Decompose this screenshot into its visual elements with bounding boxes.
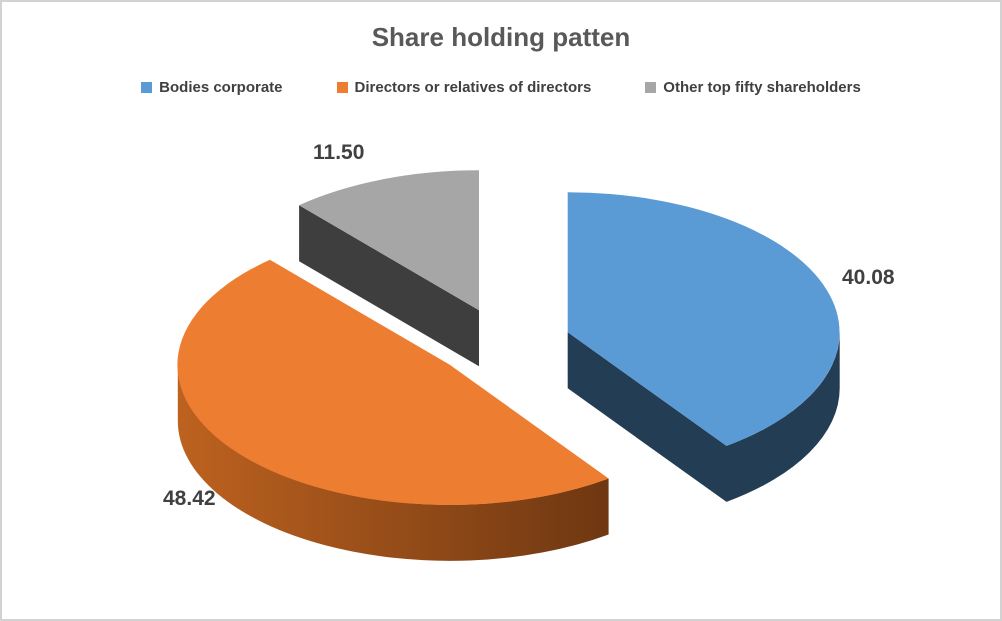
legend-swatch-icon (645, 82, 657, 93)
data-label-bodies-corporate: 40.08 (842, 266, 895, 289)
pie-slice-0-side-face[interactable] (567, 332, 727, 502)
chart-title: Share holding patten (371, 22, 631, 52)
legend-swatch-icon (336, 82, 348, 93)
legend-swatch-icon (141, 82, 153, 93)
data-label-other-top-fifty: 11.50 (313, 141, 365, 164)
pie-slice-1-top[interactable] (177, 259, 609, 505)
legend-item-other-top-fifty[interactable]: Other top fifty shareholders (645, 79, 861, 96)
pie-slice-2-side-face[interactable] (299, 205, 479, 367)
data-label-directors-relatives: 48.42 (163, 487, 216, 510)
legend-item-bodies-corporate[interactable]: Bodies corporate (141, 79, 283, 96)
legend-label: Bodies corporate (159, 79, 283, 96)
pie-slice-0-top[interactable] (567, 192, 840, 446)
pie-slice-1-rim[interactable] (177, 364, 609, 561)
legend: Bodies corporate Directors or relatives … (2, 79, 1000, 96)
legend-label: Directors or relatives of directors (354, 79, 592, 96)
legend-item-directors-relatives[interactable]: Directors or relatives of directors (336, 79, 592, 96)
legend-label: Other top fifty shareholders (663, 79, 861, 96)
pie-slice-2-top[interactable] (299, 170, 479, 311)
pie-slice-0-rim[interactable] (726, 332, 840, 502)
